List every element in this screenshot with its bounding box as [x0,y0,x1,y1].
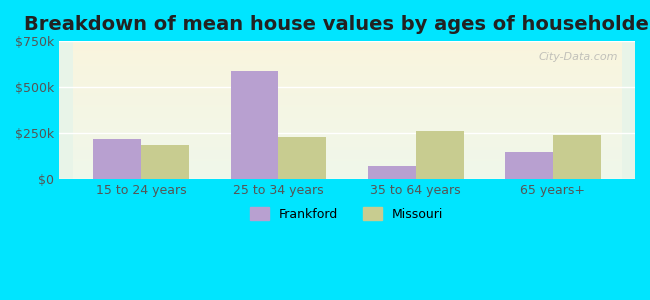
Legend: Frankford, Missouri: Frankford, Missouri [246,202,448,226]
Bar [278,137,326,179]
Title: Breakdown of mean house values by ages of householders: Breakdown of mean house values by ages o… [24,15,650,34]
Bar [505,152,552,179]
Bar [142,145,189,179]
Bar [94,139,142,179]
Text: City-Data.com: City-Data.com [538,52,617,62]
Bar [368,166,415,179]
Bar [415,130,463,179]
Bar [552,135,601,179]
Bar [231,70,278,179]
